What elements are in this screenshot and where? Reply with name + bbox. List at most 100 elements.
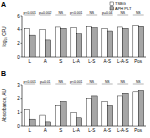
bar bbox=[102, 28, 107, 57]
annotation-bracket bbox=[86, 84, 97, 85]
annotation-bracket bbox=[133, 15, 144, 16]
y-axis-label: log₁₀ CFU bbox=[2, 27, 7, 47]
x-tick-label: L bbox=[28, 59, 31, 64]
y-tick-label: 4 bbox=[17, 27, 20, 32]
bar bbox=[45, 40, 50, 57]
bar bbox=[55, 106, 60, 127]
y-tick-label: 0 bbox=[17, 124, 20, 129]
bar bbox=[61, 28, 66, 57]
annotation: NS bbox=[89, 80, 94, 84]
bar bbox=[107, 31, 112, 57]
bar bbox=[92, 96, 97, 126]
bar bbox=[76, 118, 81, 126]
bar bbox=[92, 28, 97, 57]
bar bbox=[30, 119, 35, 126]
bar bbox=[123, 93, 128, 126]
annotation-bracket bbox=[133, 84, 144, 85]
x-tick-label: A-S bbox=[103, 59, 111, 64]
annotation-bracket bbox=[55, 84, 66, 85]
y-tick bbox=[21, 98, 23, 99]
bars bbox=[24, 90, 143, 126]
x-tick-label: A-S bbox=[103, 128, 111, 133]
x-tick-label: S bbox=[59, 59, 62, 64]
annotation-bracket bbox=[102, 84, 113, 85]
x-tick-label: A bbox=[44, 59, 47, 64]
y-tick-label: 1 bbox=[17, 110, 20, 115]
x-tick-label: L-S bbox=[88, 59, 95, 64]
y-tick bbox=[21, 57, 23, 58]
bar bbox=[138, 90, 143, 126]
bar bbox=[107, 106, 112, 127]
x-tick-label: L-A-S bbox=[117, 128, 129, 133]
bar bbox=[45, 122, 50, 126]
y-axis-label: Absorbance, AU bbox=[2, 89, 7, 122]
annotation-bracket bbox=[24, 84, 35, 85]
y-tick-label: 2 bbox=[17, 96, 20, 101]
y-tick bbox=[21, 29, 23, 30]
annotation: p<0.001 bbox=[70, 80, 82, 84]
annotation: NS bbox=[105, 80, 110, 84]
bar bbox=[117, 96, 122, 126]
annotation: p<0.001 bbox=[24, 80, 36, 84]
panel-label: A bbox=[1, 1, 6, 8]
annotation-bracket bbox=[117, 84, 128, 85]
bars bbox=[24, 26, 143, 57]
annotation: NS bbox=[136, 80, 141, 84]
annotation: NS bbox=[120, 80, 125, 84]
annotation: p<0.001 bbox=[24, 11, 36, 15]
x-tick-label: Pos bbox=[134, 59, 143, 64]
bar bbox=[61, 101, 66, 126]
annotation-bracket bbox=[71, 15, 82, 16]
bar bbox=[24, 110, 29, 126]
annotation-bracket bbox=[40, 84, 51, 85]
bar bbox=[86, 26, 91, 57]
bar bbox=[76, 34, 81, 57]
bar bbox=[55, 27, 60, 57]
legend-swatch bbox=[110, 2, 114, 5]
annotation: p=0.002 bbox=[39, 11, 51, 15]
bar bbox=[71, 28, 76, 57]
figure: Alog₁₀ CFU 0 2 4 6 Lp<0.001 Ap=0.002 S NS L-A p<0.… bbox=[0, 0, 150, 138]
annotation: p=0.01 bbox=[40, 80, 51, 84]
annotation: NS bbox=[136, 11, 141, 15]
x-tick-label: Pos bbox=[134, 128, 143, 133]
y-tick bbox=[21, 112, 23, 113]
y-tick bbox=[21, 126, 23, 127]
x-tick-label: L bbox=[28, 128, 31, 133]
bar bbox=[117, 27, 122, 57]
bar bbox=[102, 101, 107, 126]
x-tick-label: L-A-S bbox=[117, 59, 129, 64]
annotation: NS bbox=[58, 80, 63, 84]
annotation: NS bbox=[58, 11, 63, 15]
y-tick bbox=[21, 43, 23, 44]
bar bbox=[30, 35, 35, 57]
bar bbox=[138, 26, 143, 57]
x-tick-label: A bbox=[44, 128, 47, 133]
x-tick-label: L-A bbox=[73, 59, 80, 64]
annotation-bracket bbox=[24, 15, 35, 16]
bar bbox=[133, 92, 138, 126]
annotation-bracket bbox=[117, 15, 128, 16]
y-tick-label: 2 bbox=[17, 41, 20, 46]
annotation: p=0.04 bbox=[102, 11, 113, 15]
annotation-bracket bbox=[40, 15, 51, 16]
y-axis bbox=[22, 85, 23, 126]
annotation: NS bbox=[120, 11, 125, 15]
y-tick-label: 6 bbox=[17, 14, 20, 19]
annotation: NS bbox=[89, 11, 94, 15]
bar bbox=[86, 99, 91, 126]
y-axis bbox=[22, 16, 23, 57]
bar bbox=[24, 28, 29, 57]
annotation-bracket bbox=[71, 84, 82, 85]
bar bbox=[40, 30, 45, 57]
legend-label: APH PLT bbox=[115, 6, 132, 11]
annotation-bracket bbox=[102, 15, 113, 16]
bar bbox=[123, 28, 128, 57]
annotation-bracket bbox=[55, 15, 66, 16]
bar bbox=[133, 26, 138, 57]
y-tick-label: 0 bbox=[17, 55, 20, 60]
bar bbox=[71, 112, 76, 126]
panel-label: B bbox=[1, 70, 6, 77]
y-tick bbox=[21, 16, 23, 17]
x-tick-label: L-A bbox=[73, 128, 80, 133]
